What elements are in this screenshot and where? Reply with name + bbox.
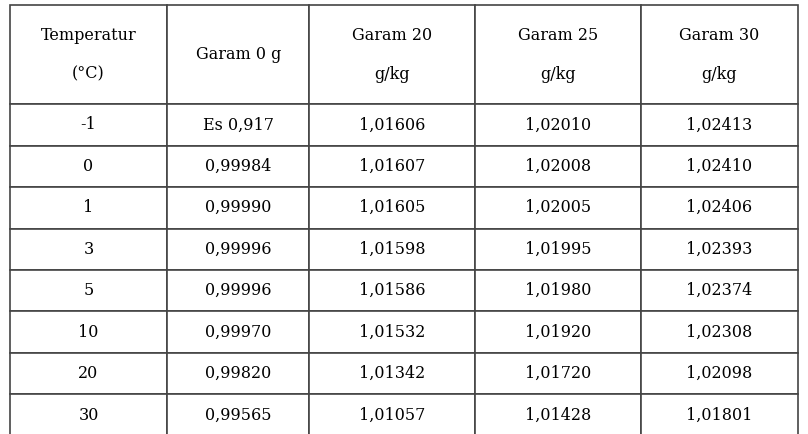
Text: 1,02098: 1,02098: [686, 365, 752, 382]
Text: 1,01995: 1,01995: [524, 241, 591, 258]
Text: 0,99820: 0,99820: [205, 365, 271, 382]
Text: 3: 3: [83, 241, 94, 258]
Bar: [309, 228, 475, 270]
Text: 0,99990: 0,99990: [205, 199, 271, 216]
Text: 1,01920: 1,01920: [524, 324, 591, 341]
Text: 1,02413: 1,02413: [686, 116, 752, 133]
Bar: [10, 187, 167, 228]
Bar: [475, 5, 641, 104]
Bar: [167, 353, 309, 394]
Bar: [10, 394, 167, 434]
Text: 1,02410: 1,02410: [686, 158, 752, 175]
Bar: [167, 228, 309, 270]
Bar: [309, 394, 475, 434]
Bar: [641, 353, 798, 394]
Bar: [641, 146, 798, 187]
Bar: [475, 311, 641, 353]
Text: 0,99996: 0,99996: [205, 282, 271, 299]
Text: Es 0,917: Es 0,917: [203, 116, 274, 133]
Text: Temperatur

(°C): Temperatur (°C): [40, 26, 137, 83]
Text: 1,01607: 1,01607: [359, 158, 425, 175]
Bar: [10, 228, 167, 270]
Bar: [641, 270, 798, 312]
Text: -1: -1: [81, 116, 96, 133]
Bar: [167, 394, 309, 434]
Text: 1,02393: 1,02393: [686, 241, 752, 258]
Bar: [10, 311, 167, 353]
Text: 1,02406: 1,02406: [686, 199, 752, 216]
Bar: [167, 311, 309, 353]
Text: 1,01428: 1,01428: [524, 407, 591, 424]
Bar: [309, 187, 475, 228]
Bar: [10, 146, 167, 187]
Text: Garam 25

g/kg: Garam 25 g/kg: [518, 26, 598, 83]
Text: 1,02010: 1,02010: [524, 116, 591, 133]
Text: 5: 5: [83, 282, 94, 299]
Text: 1,01980: 1,01980: [524, 282, 591, 299]
Bar: [475, 146, 641, 187]
Text: 1,01342: 1,01342: [359, 365, 425, 382]
Bar: [167, 270, 309, 312]
Bar: [10, 353, 167, 394]
Bar: [641, 311, 798, 353]
Text: 10: 10: [78, 324, 99, 341]
Bar: [475, 394, 641, 434]
Text: 0,99996: 0,99996: [205, 241, 271, 258]
Text: Garam 0 g: Garam 0 g: [196, 46, 281, 63]
Text: 1,02008: 1,02008: [524, 158, 591, 175]
Bar: [167, 146, 309, 187]
Bar: [309, 353, 475, 394]
Bar: [167, 187, 309, 228]
Bar: [309, 5, 475, 104]
Bar: [641, 5, 798, 104]
Text: 1,02308: 1,02308: [686, 324, 752, 341]
Bar: [167, 5, 309, 104]
Bar: [309, 104, 475, 146]
Bar: [475, 187, 641, 228]
Text: 1,02005: 1,02005: [524, 199, 591, 216]
Bar: [10, 5, 167, 104]
Text: 30: 30: [78, 407, 99, 424]
Text: 1,01057: 1,01057: [359, 407, 425, 424]
Bar: [167, 104, 309, 146]
Text: 1,01606: 1,01606: [359, 116, 425, 133]
Bar: [641, 228, 798, 270]
Bar: [309, 146, 475, 187]
Bar: [10, 104, 167, 146]
Text: 1,01598: 1,01598: [359, 241, 426, 258]
Bar: [475, 353, 641, 394]
Text: 0: 0: [83, 158, 94, 175]
Text: 1,01720: 1,01720: [524, 365, 591, 382]
Bar: [309, 270, 475, 312]
Text: Garam 30

g/kg: Garam 30 g/kg: [680, 26, 760, 83]
Bar: [10, 270, 167, 312]
Text: 0,99984: 0,99984: [205, 158, 271, 175]
Text: 1,01605: 1,01605: [359, 199, 425, 216]
Text: 0,99970: 0,99970: [205, 324, 271, 341]
Text: 0,99565: 0,99565: [205, 407, 271, 424]
Bar: [309, 311, 475, 353]
Bar: [475, 228, 641, 270]
Text: 1: 1: [83, 199, 94, 216]
Text: 20: 20: [78, 365, 99, 382]
Text: Garam 20

g/kg: Garam 20 g/kg: [352, 26, 432, 83]
Text: 1,01532: 1,01532: [359, 324, 425, 341]
Bar: [475, 104, 641, 146]
Bar: [475, 270, 641, 312]
Text: 1,02374: 1,02374: [686, 282, 752, 299]
Text: 1,01586: 1,01586: [359, 282, 426, 299]
Bar: [641, 104, 798, 146]
Bar: [641, 187, 798, 228]
Bar: [641, 394, 798, 434]
Text: 1,01801: 1,01801: [686, 407, 752, 424]
